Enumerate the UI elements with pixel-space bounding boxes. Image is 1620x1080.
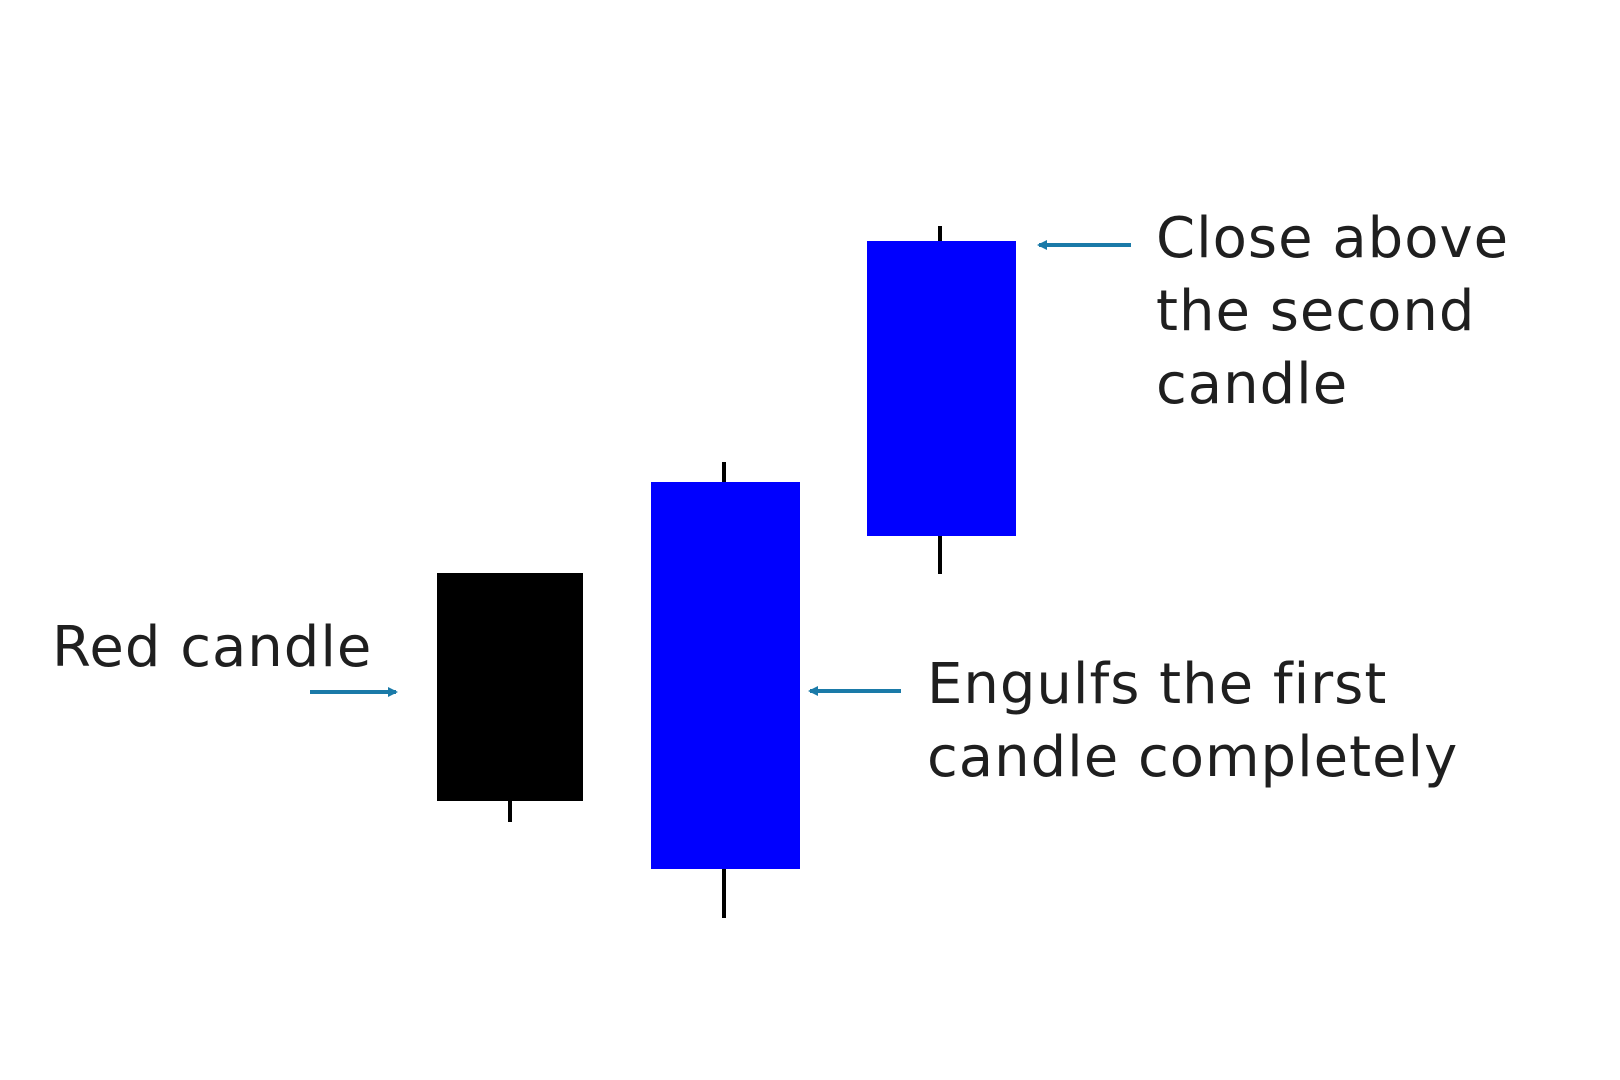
candle-third-body	[867, 241, 1016, 536]
candle-first-body	[437, 573, 583, 801]
candle-second	[651, 462, 800, 918]
candle-first	[437, 573, 583, 822]
engulfs-label-line2: candle completely	[927, 725, 1458, 790]
close-above-label-line1: Close above	[1156, 206, 1509, 271]
candle-third	[867, 226, 1016, 574]
red-candle-label: Red candle	[52, 615, 372, 680]
close-above-label-line3: candle	[1156, 352, 1348, 417]
engulfs-label-line1: Engulfs the first	[927, 652, 1387, 717]
candle-second-body	[651, 482, 800, 869]
close-above-label-line2: the second	[1156, 279, 1475, 344]
